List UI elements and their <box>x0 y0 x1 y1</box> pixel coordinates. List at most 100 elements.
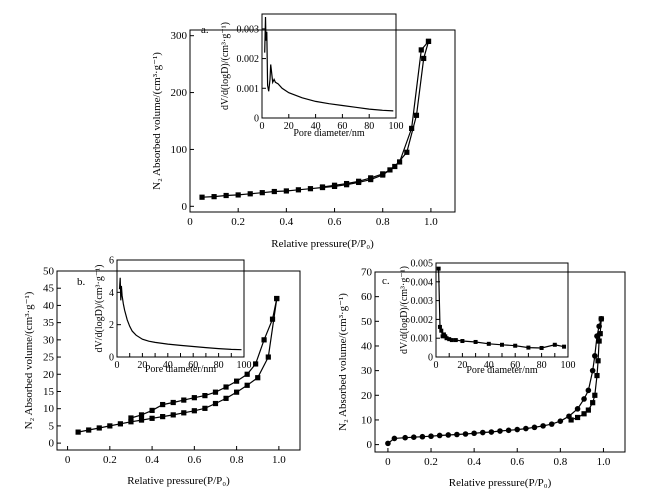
inset-x-tick-label: 100 <box>237 360 252 371</box>
inset-x-tick-label: 0 <box>260 121 265 132</box>
desorption-point <box>418 47 424 53</box>
x-axis-title: Relative pressure(P/P₀) <box>127 475 230 487</box>
adsorption-point <box>540 423 546 429</box>
x-tick-label: 0.4 <box>467 456 481 468</box>
desorption-point <box>596 338 602 344</box>
desorption-point <box>269 316 276 322</box>
adsorption-point <box>271 188 277 195</box>
inset-y-axis-title: dV/d(logD)/(cm³·g⁻¹) <box>399 266 410 354</box>
y-tick-label: 30 <box>361 365 373 377</box>
desorption-point <box>212 389 219 395</box>
y-tick-label: 50 <box>43 266 55 278</box>
inset-pore-size-distribution-point <box>486 341 491 346</box>
inset-x-tick-label: 40 <box>484 360 494 371</box>
desorption-point <box>594 372 600 379</box>
inset-y-tick-label: 0.003 <box>237 24 260 35</box>
adsorption-point <box>86 427 92 433</box>
inset-plot-frame <box>116 259 245 358</box>
panel-label: c. <box>382 275 390 287</box>
inset-pore-size-distribution-line <box>118 277 242 351</box>
desorption-point <box>590 400 596 406</box>
desorption-point <box>574 414 581 421</box>
desorption-point <box>331 182 338 188</box>
y-axis-title: N₂ Absorbed volume/(cm³·g⁻¹) <box>23 291 35 429</box>
desorption-point <box>581 411 587 417</box>
y-tick-label: 0 <box>367 439 373 451</box>
adsorption-point <box>295 187 302 193</box>
y-tick-label: 100 <box>171 144 188 156</box>
adsorption-point <box>75 429 81 435</box>
desorption-point <box>253 361 259 367</box>
adsorption-point <box>191 408 197 414</box>
inset-x-tick-label: 20 <box>137 360 147 371</box>
y-tick-label: 20 <box>43 369 55 381</box>
x-tick-label: 0.2 <box>231 216 245 228</box>
adsorption-point <box>402 434 408 441</box>
y-tick-label: 40 <box>43 300 55 312</box>
y-tick-label: 35 <box>43 317 55 329</box>
inset-pore-size-distribution-point <box>447 337 452 342</box>
y-tick-label: 45 <box>43 283 55 295</box>
adsorption-point <box>410 434 417 441</box>
inset-y-axis-title: dV/d(logD)/(cm³·g⁻¹) <box>220 22 231 110</box>
desorption-point <box>598 316 604 322</box>
y-axis-title: N₂ Absorbed volume/(cm³·g⁻¹) <box>337 293 349 431</box>
adsorption-point <box>212 400 219 407</box>
x-tick-label: 0.6 <box>510 456 524 468</box>
x-tick-label: 0.8 <box>376 216 390 228</box>
desorption-point <box>234 378 240 384</box>
adsorption-point <box>128 419 134 425</box>
inset-pore-size-distribution-point <box>444 336 449 341</box>
desorption-line <box>322 41 429 188</box>
inset-y-tick-label: 0 <box>428 353 433 364</box>
adsorption-point <box>505 427 512 434</box>
adsorption-point <box>211 194 217 200</box>
inset-x-tick-label: 100 <box>561 360 576 371</box>
adsorption-point <box>581 396 587 402</box>
inset-pore-size-distribution-line <box>438 268 565 349</box>
x-tick-label: 0.4 <box>279 216 293 228</box>
desorption-point <box>244 371 250 377</box>
inset-x-tick-label: 20 <box>457 360 467 371</box>
y-tick-label: 10 <box>361 414 373 426</box>
adsorption-point <box>202 405 208 411</box>
adsorption-point <box>199 194 205 200</box>
inset-y-tick-label: 0.002 <box>237 54 260 65</box>
adsorption-point <box>117 421 123 427</box>
desorption-point <box>181 397 187 403</box>
adsorption-point <box>531 424 538 431</box>
desorption-point <box>595 358 601 364</box>
desorption-point <box>409 125 415 131</box>
x-axis-title: Relative pressure(P/P₀) <box>449 477 552 489</box>
desorption-point <box>387 167 393 173</box>
desorption-point <box>191 395 197 401</box>
inset-a: 0 20 40 60 80 100 0 0.001 0.002 0.003 Pore diamete… <box>220 13 404 139</box>
inset-y-tick-label: 0.001 <box>237 84 260 95</box>
desorption-point <box>149 407 155 414</box>
inset-pore-size-distribution-point <box>513 343 518 348</box>
adsorption-point <box>181 410 187 416</box>
desorption-point <box>319 184 326 190</box>
inset-pore-size-distribution-point <box>437 324 442 329</box>
plot-frame <box>374 271 626 453</box>
y-tick-label: 40 <box>361 340 373 352</box>
panel-label: b. <box>77 276 86 288</box>
inset-x-tick-label: 80 <box>214 360 224 371</box>
inset-pore-size-distribution-point <box>436 266 441 271</box>
inset-y-tick-label: 0.003 <box>411 296 434 307</box>
adsorption-point <box>223 395 229 401</box>
x-tick-label: 0.6 <box>187 454 201 466</box>
adsorption-point <box>589 367 596 374</box>
desorption-point <box>356 178 362 184</box>
inset-y-axis-title: dV/d(logD)/(cm³·g⁻¹) <box>94 265 105 353</box>
inset-pore-size-distribution-point <box>562 344 567 349</box>
adsorption-point <box>235 192 241 198</box>
x-tick-label: 0.6 <box>328 216 342 228</box>
adsorption-point <box>385 440 391 447</box>
y-axis-title: N₂ Absorbed volume/(cm³·g⁻¹) <box>151 52 163 190</box>
inset-x-tick-label: 40 <box>311 121 321 132</box>
inset-x-axis-title: Pore diameter/nm <box>466 365 538 376</box>
desorption-point <box>160 401 166 408</box>
